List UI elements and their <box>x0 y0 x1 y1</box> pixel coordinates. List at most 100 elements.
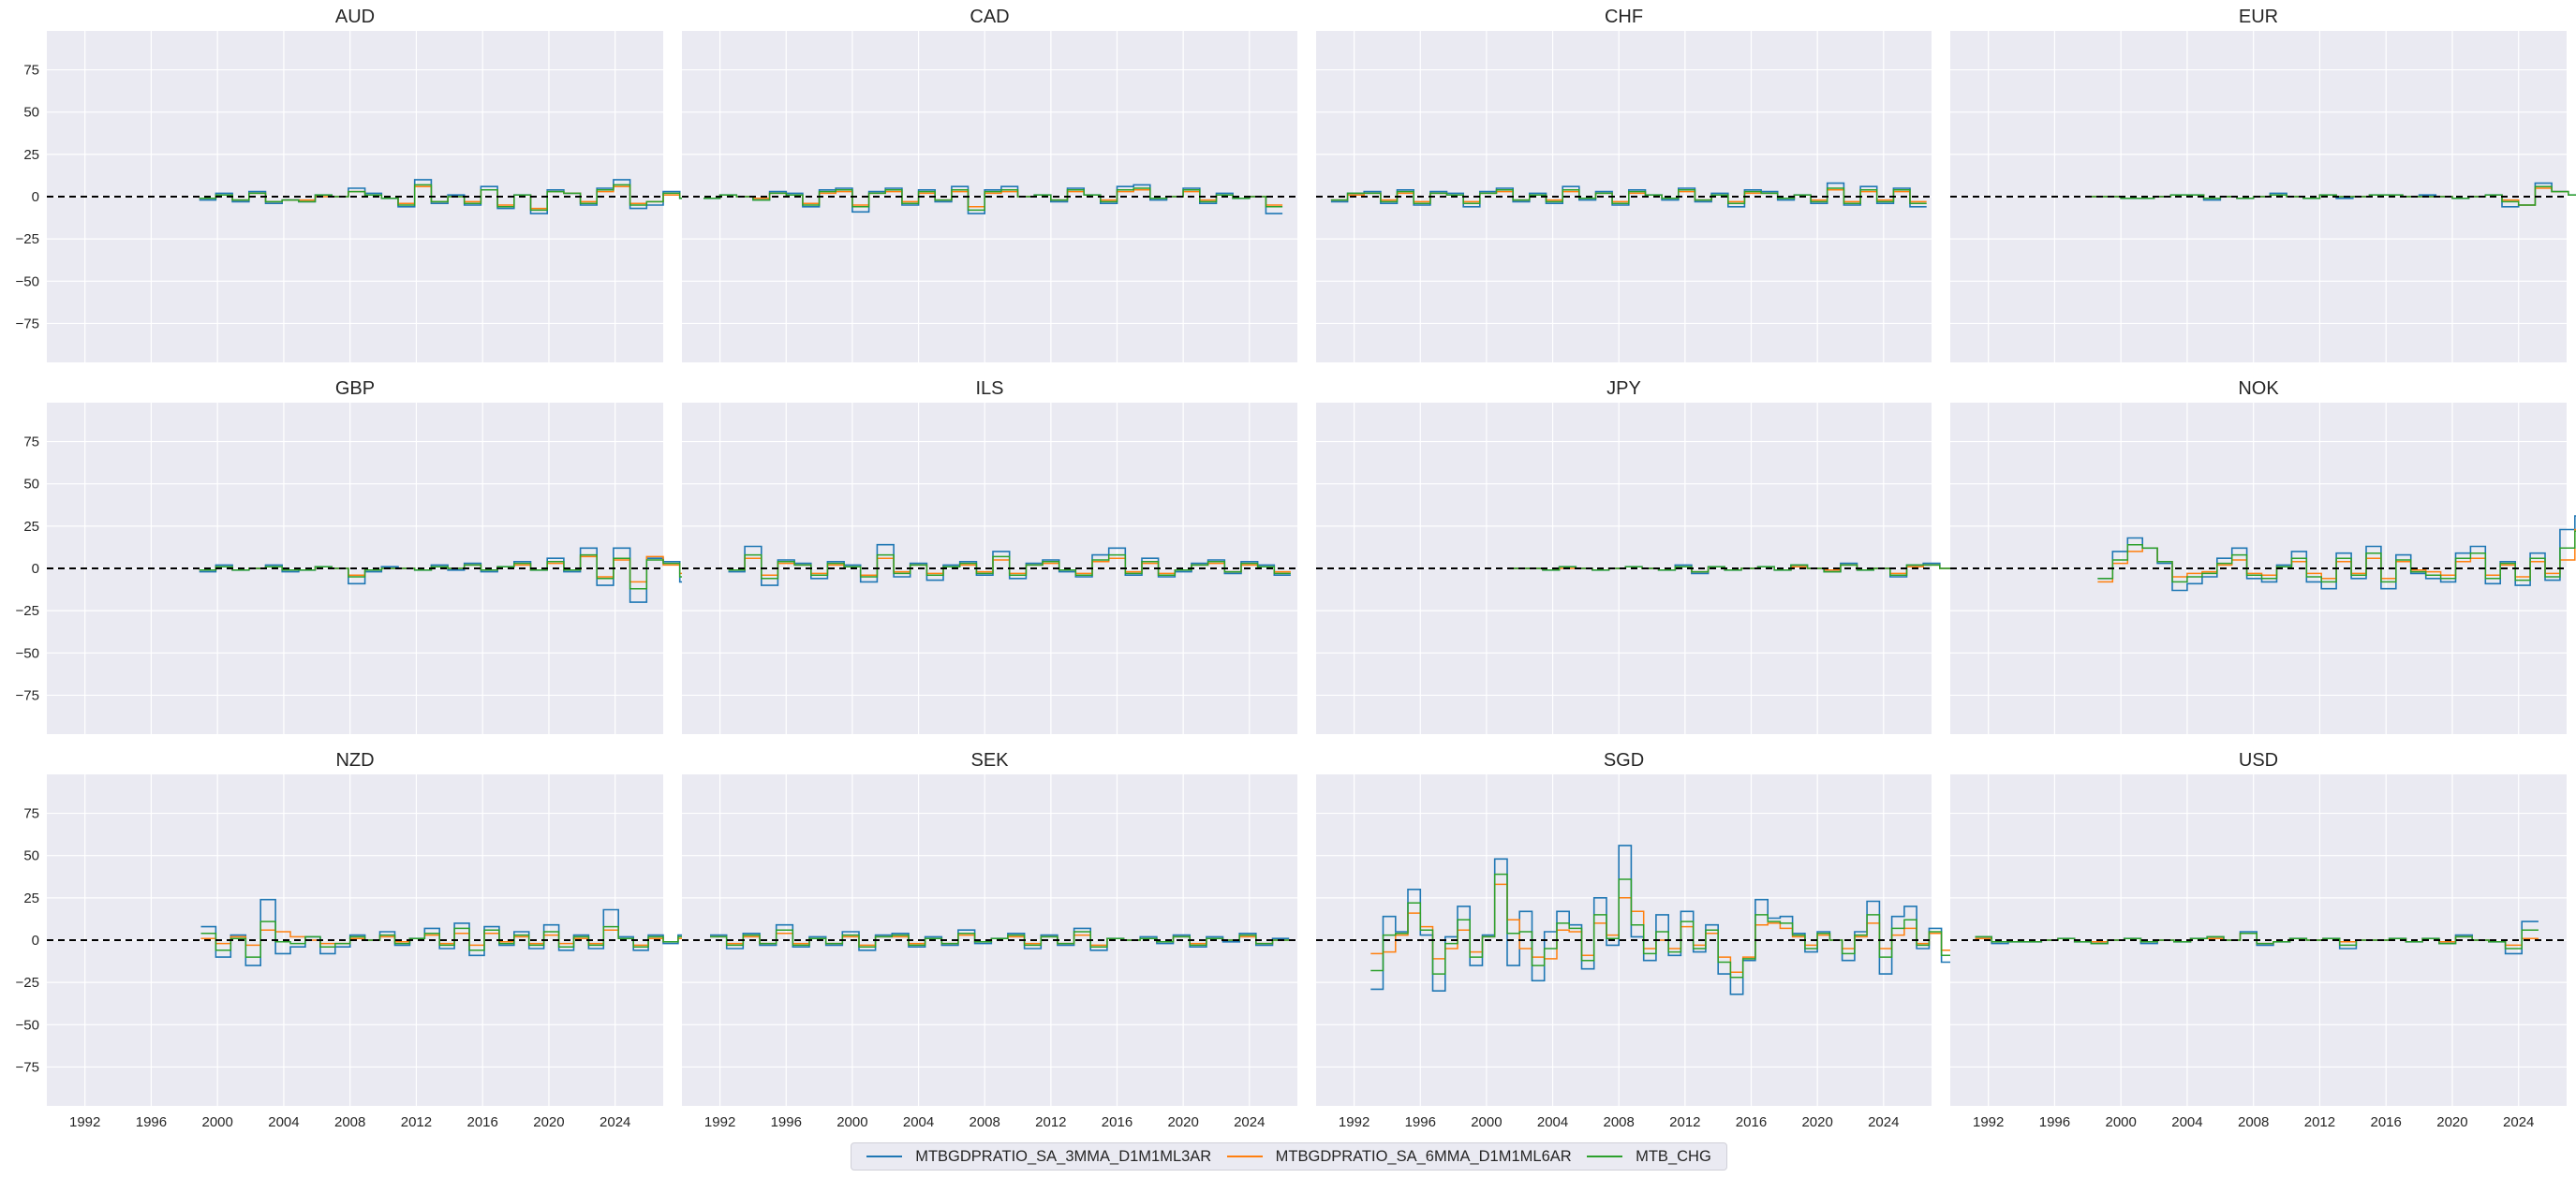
panel-title: GBP <box>335 378 375 399</box>
x-tick-label: 2012 <box>1669 1114 1700 1130</box>
x-tick-label: 2012 <box>401 1114 432 1130</box>
y-tick-label: 75 <box>23 434 39 450</box>
y-tick-label: 25 <box>23 891 39 906</box>
series-line-3 <box>728 553 1291 580</box>
panel-nzd: NZD −75 −50 −25 0 25 50 75 1992 1996 2000 2004 2008 2… <box>16 750 872 1130</box>
panel-title: EUR <box>2239 7 2278 27</box>
x-tick-label: 2012 <box>1035 1114 1066 1130</box>
x-tick-label: 2004 <box>1537 1114 1568 1130</box>
panel-nok: NOK <box>1950 378 2576 734</box>
legend-label-6mma: MTBGDPRATIO_SA_6MMA_D1M1ML6AR <box>1275 1147 1572 1165</box>
y-tick-label: −25 <box>16 603 39 619</box>
x-tick-label: 2004 <box>903 1114 934 1130</box>
x-tick-label: 2004 <box>2171 1114 2202 1130</box>
y-tick-label: −75 <box>16 1059 39 1075</box>
x-tick-label: 1992 <box>1973 1114 2004 1130</box>
y-tick-label: 50 <box>23 105 39 121</box>
x-tick-label: 2008 <box>970 1114 1000 1130</box>
chart-legend: MTBGDPRATIO_SA_3MMA_D1M1ML3AR MTBGDPRATI… <box>851 1142 1727 1171</box>
y-tick-label: −75 <box>16 316 39 331</box>
y-tick-label: 25 <box>23 147 39 163</box>
x-tick-label: 2024 <box>1234 1114 1265 1130</box>
x-tick-label: 2004 <box>268 1114 299 1130</box>
legend-item-3mma: MTBGDPRATIO_SA_3MMA_D1M1ML3AR <box>866 1148 1211 1166</box>
x-tick-label: 1992 <box>69 1114 100 1130</box>
panel-eur: EUR <box>1950 7 2576 362</box>
legend-swatch-6mma <box>1226 1156 1263 1157</box>
panel-title: SGD <box>1604 750 1644 771</box>
series-line-3 <box>199 553 730 590</box>
y-tick-label: 75 <box>23 63 39 79</box>
x-tick-label: 2016 <box>467 1114 498 1130</box>
panel-gbp: GBP −75 −50 −25 0 25 50 75 <box>16 378 730 734</box>
panel-title: NZD <box>335 750 374 771</box>
x-tick-label: 2024 <box>2503 1114 2534 1130</box>
y-tick-label: 0 <box>32 189 39 205</box>
y-tick-label: −25 <box>16 231 39 247</box>
x-tick-label: 2020 <box>1167 1114 1198 1130</box>
x-tick-label: 2020 <box>2436 1114 2467 1130</box>
y-tick-label: 75 <box>23 806 39 822</box>
y-tick-label: 50 <box>23 848 39 864</box>
panel-sgd: SGD 1992 1996 2000 2004 2008 2012 2016 2020 2024 <box>1316 750 2165 1130</box>
x-tick-label: 1996 <box>771 1114 802 1130</box>
x-tick-label: 2000 <box>2106 1114 2137 1130</box>
panel-jpy: JPY <box>1316 378 1957 734</box>
x-tick-label: 2000 <box>1471 1114 1502 1130</box>
y-tick-label: −75 <box>16 687 39 703</box>
panel-aud: AUD −75 −50 −25 0 25 50 75 <box>16 7 697 362</box>
panel-title: CAD <box>970 7 1009 27</box>
y-tick-label: 50 <box>23 477 39 493</box>
panel-usd: USD 1992 1996 2000 2004 2008 2012 2016 2020 2024 <box>1950 750 2567 1130</box>
y-tick-label: 0 <box>32 561 39 577</box>
x-tick-label: 2016 <box>1736 1114 1767 1130</box>
x-tick-label: 2016 <box>1102 1114 1133 1130</box>
legend-item-mtb-chg: MTB_CHG <box>1587 1148 1711 1166</box>
panel-title: USD <box>2239 750 2278 771</box>
y-tick-label: 0 <box>32 933 39 949</box>
series-line-3 <box>199 184 697 212</box>
x-tick-label: 2008 <box>1604 1114 1635 1130</box>
x-tick-label: 2016 <box>2371 1114 2402 1130</box>
panel-title: SEK <box>970 750 1009 771</box>
x-tick-label: 1992 <box>704 1114 735 1130</box>
x-tick-label: 2008 <box>2238 1114 2269 1130</box>
x-tick-label: 1992 <box>1339 1114 1369 1130</box>
y-tick-label: −50 <box>16 273 39 289</box>
panel-ils: ILS <box>682 378 1297 734</box>
legend-item-6mma: MTBGDPRATIO_SA_6MMA_D1M1ML6AR <box>1226 1147 1572 1166</box>
series-line-3 <box>1975 929 2539 950</box>
panel-title: NOK <box>2238 378 2279 399</box>
x-tick-label: 2020 <box>533 1114 564 1130</box>
y-tick-label: −50 <box>16 645 39 661</box>
series-line-2 <box>2097 528 2576 583</box>
x-tick-label: 1996 <box>2039 1114 2070 1130</box>
y-tick-label: −50 <box>16 1017 39 1033</box>
x-tick-label: 1996 <box>1405 1114 1436 1130</box>
panel-sek: SEK 1992 1996 2000 2004 2008 2012 2016 2020 2024 <box>682 750 1297 1130</box>
x-tick-label: 2024 <box>600 1114 630 1130</box>
series-line-1 <box>2097 515 2576 592</box>
series-line-3 <box>703 187 1283 212</box>
panel-title: CHF <box>1605 7 1643 27</box>
x-tick-label: 2012 <box>2304 1114 2335 1130</box>
panel-chf: CHF <box>1316 7 1932 362</box>
x-tick-label: 2024 <box>1868 1114 1899 1130</box>
panel-title: JPY <box>1606 378 1641 399</box>
panel-title: AUD <box>335 7 375 27</box>
x-tick-label: 2020 <box>1801 1114 1832 1130</box>
legend-swatch-mtb-chg <box>1587 1156 1623 1157</box>
x-tick-label: 1996 <box>136 1114 167 1130</box>
panel-cad: CAD <box>682 7 1297 362</box>
y-tick-label: −25 <box>16 975 39 991</box>
legend-label-mtb-chg: MTB_CHG <box>1636 1147 1711 1165</box>
panel-title: ILS <box>975 378 1003 399</box>
legend-label-3mma: MTBGDPRATIO_SA_3MMA_D1M1ML3AR <box>915 1147 1212 1165</box>
x-tick-label: 2000 <box>202 1114 233 1130</box>
series-line-3 <box>2097 530 2576 583</box>
legend-swatch-3mma <box>866 1156 903 1157</box>
y-tick-label: 25 <box>23 519 39 535</box>
x-tick-label: 2000 <box>836 1114 867 1130</box>
x-tick-label: 2008 <box>334 1114 365 1130</box>
